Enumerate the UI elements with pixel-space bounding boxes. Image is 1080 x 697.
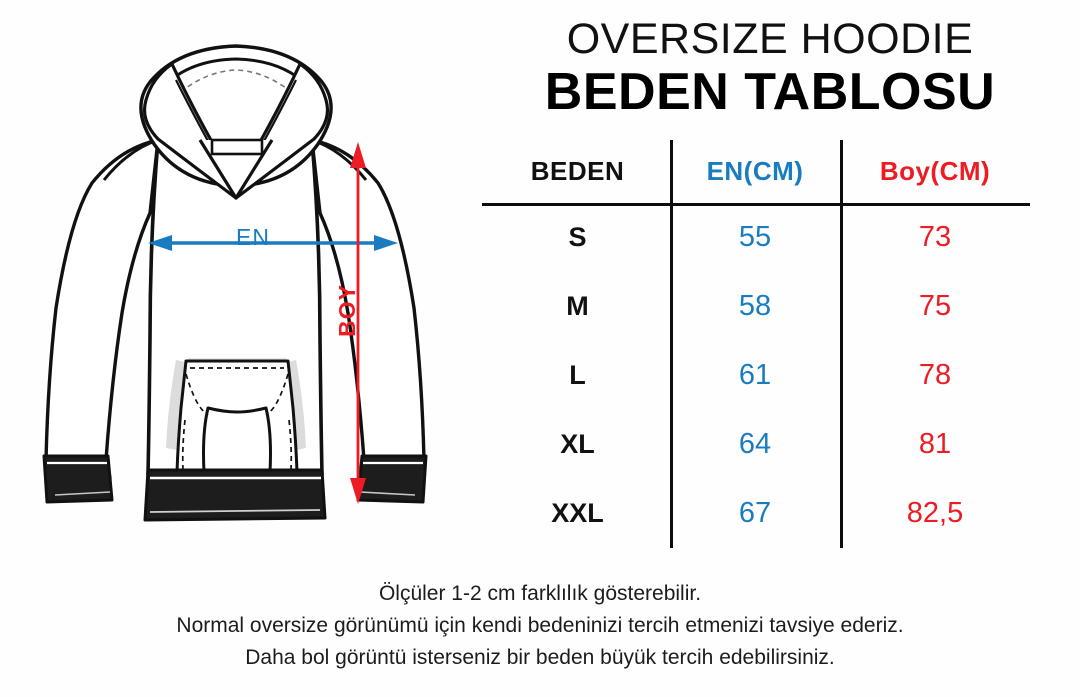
- table-row: XL 64 81: [485, 410, 1030, 479]
- page-title-subline: OVERSIZE HOODIE: [566, 15, 974, 63]
- length-arrow-boy: [350, 142, 366, 504]
- cell-length: 81: [918, 428, 952, 460]
- left-sleeve: [44, 138, 160, 480]
- table-header-length: Boy(CM): [879, 156, 991, 186]
- table-row: L 61 78: [485, 341, 1030, 410]
- right-sleeve: [310, 138, 426, 480]
- cell-width: 58: [738, 290, 772, 322]
- cell-size: S: [568, 222, 587, 252]
- cell-length: 73: [918, 221, 952, 253]
- table-header-size: BEDEN: [530, 156, 625, 186]
- pocket-stitch-right: [265, 373, 289, 416]
- table-header-width: EN(CM): [706, 156, 804, 186]
- note-line: Normal oversize görünümü için kendi bede…: [176, 613, 904, 637]
- table-row: M 58 75: [485, 272, 1030, 341]
- table-row: XXL 67 82,5: [485, 479, 1030, 548]
- hood-drape-right: [234, 62, 330, 200]
- cell-width: 61: [738, 359, 772, 391]
- cell-width: 67: [738, 497, 772, 529]
- width-arrow-en: [148, 235, 398, 251]
- cell-length: 82,5: [906, 497, 964, 529]
- note-line: Ölçüler 1-2 cm farklılık gösterebilir.: [378, 582, 702, 605]
- table-row: S 55 73: [485, 203, 1030, 272]
- cell-size: XXL: [551, 498, 604, 528]
- hoodie-illustration: EN BOY: [0, 8, 470, 548]
- cell-size: M: [566, 291, 589, 321]
- cell-size: XL: [560, 429, 595, 459]
- hem-band: [143, 468, 327, 522]
- length-label-boy: BOY: [333, 284, 360, 337]
- note-line: Daha bol görüntü isterseniz bir beden bü…: [245, 645, 835, 669]
- cell-length: 78: [918, 359, 952, 391]
- neck-label-tab: [210, 138, 264, 156]
- cell-size: L: [569, 360, 586, 390]
- page-title: BEDEN TABLOSU: [544, 63, 996, 122]
- left-cuff: [42, 454, 114, 504]
- size-table: BEDEN EN(CM) Boy(CM) S 55 73 M 58 75 L 6…: [482, 140, 1030, 548]
- hood-drape-left: [142, 62, 238, 200]
- footer-notes: Ölçüler 1-2 cm farklılık gösterebilir. N…: [0, 578, 1080, 674]
- width-label-en: EN: [236, 224, 270, 250]
- table-body: S 55 73 M 58 75 L 61 78 XL 64 81 XXL: [485, 203, 1030, 548]
- cell-width: 55: [738, 221, 772, 253]
- pocket-stitch-left: [185, 373, 209, 416]
- table-header-row: BEDEN EN(CM) Boy(CM): [485, 140, 1030, 203]
- chart-title-block: OVERSIZE HOODIE BEDEN TABLOSU: [470, 16, 1070, 122]
- cell-width: 64: [738, 428, 772, 460]
- cell-length: 75: [918, 290, 952, 322]
